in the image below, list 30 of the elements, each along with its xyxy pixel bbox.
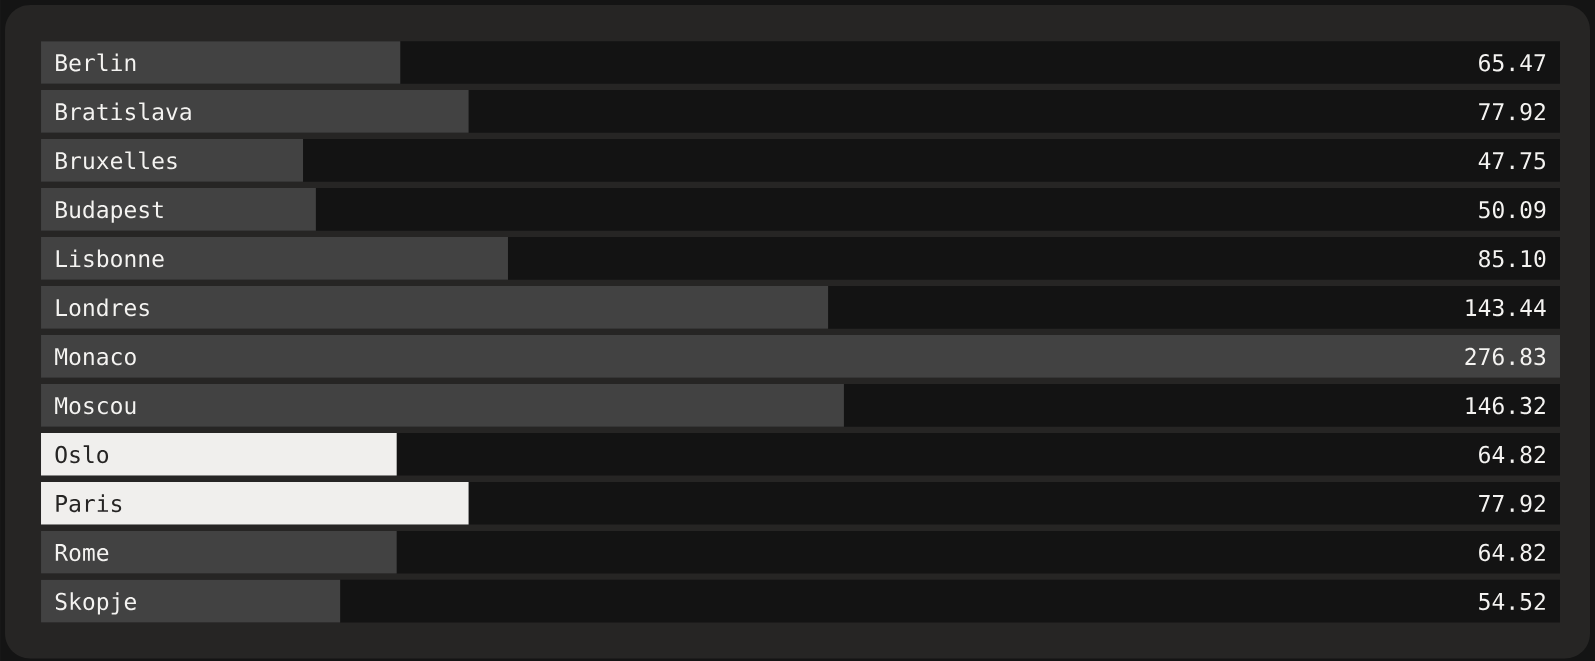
y-tick-label: Oslo xyxy=(55,445,109,464)
y-tick-label: Paris xyxy=(56,494,122,513)
data-label: 64.82 xyxy=(1479,445,1545,464)
data-label: 85.10 xyxy=(1479,249,1546,268)
bar xyxy=(41,530,397,574)
bar xyxy=(41,139,304,182)
y-tick-label: Monaco xyxy=(55,348,136,366)
data-label: 50.09 xyxy=(1479,200,1546,219)
data-label: 47.75 xyxy=(1478,152,1545,170)
data-label: 64.82 xyxy=(1479,543,1545,562)
y-tick-label: Lisbonne xyxy=(56,249,164,268)
bar xyxy=(41,432,397,476)
data-label: 54.52 xyxy=(1479,592,1545,611)
bar xyxy=(41,579,341,623)
y-tick-label: Londres xyxy=(56,298,149,317)
data-label: 276.83 xyxy=(1465,347,1546,366)
y-tick-label: Budapest xyxy=(56,200,163,223)
data-label: 77.92 xyxy=(1479,494,1545,513)
y-tick-label: Moscou xyxy=(55,397,136,415)
bar xyxy=(41,188,316,231)
data-label: 146.32 xyxy=(1466,396,1545,415)
y-tick-label: Bruxelles xyxy=(56,151,177,170)
data-label: 65.47 xyxy=(1479,54,1546,72)
y-tick-label: Berlin xyxy=(56,53,136,72)
bar xyxy=(41,41,401,84)
y-tick-label: Skopje xyxy=(55,592,136,615)
y-tick-label: Bratislava xyxy=(56,102,191,121)
data-label: 143.44 xyxy=(1466,298,1546,317)
data-label: 77.92 xyxy=(1479,102,1545,121)
y-tick-label: Rome xyxy=(55,544,109,562)
